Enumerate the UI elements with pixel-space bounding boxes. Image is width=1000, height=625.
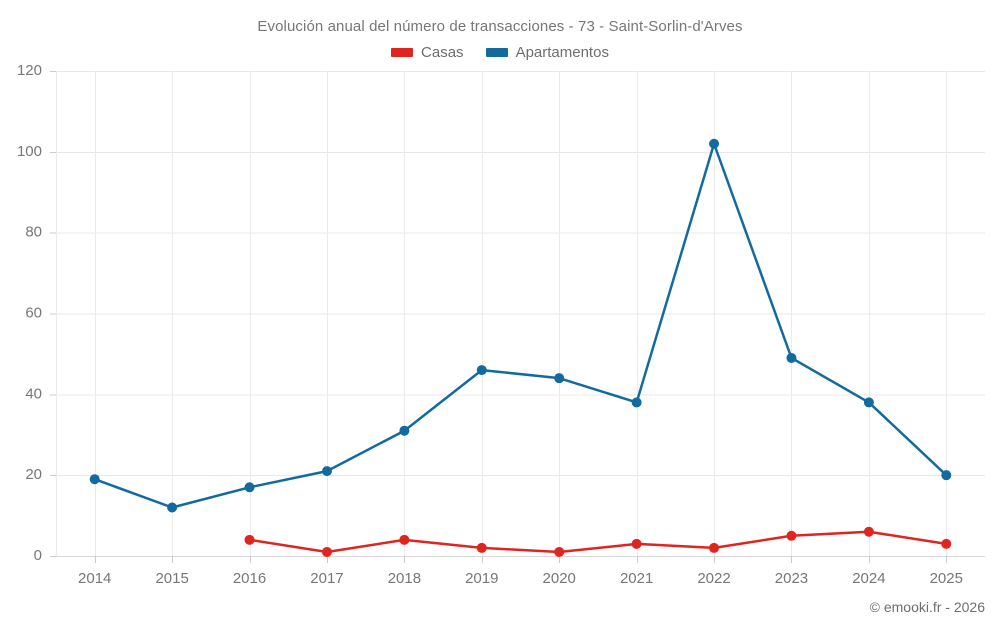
- legend-swatch-casas: [391, 48, 414, 57]
- y-axis-tick-label: 40: [25, 385, 42, 402]
- x-axis-tick-label: 2014: [78, 570, 111, 587]
- data-point-apartamentos[interactable]: [631, 397, 642, 408]
- data-point-casas[interactable]: [941, 538, 952, 549]
- data-point-casas[interactable]: [476, 542, 487, 553]
- data-point-apartamentos[interactable]: [709, 138, 720, 149]
- x-axis-tick-label: 2024: [852, 570, 885, 587]
- y-axis-tick-label: 0: [34, 547, 42, 564]
- data-point-casas[interactable]: [399, 534, 410, 545]
- legend-item-casas[interactable]: Casas: [391, 44, 464, 61]
- data-point-casas[interactable]: [244, 534, 255, 545]
- chart-legend: Casas Apartamentos: [0, 44, 1000, 61]
- x-axis-tick-label: 2018: [388, 570, 421, 587]
- x-axis-tick-label: 2016: [233, 570, 266, 587]
- y-axis-tick-label: 60: [25, 304, 42, 321]
- data-point-apartamentos[interactable]: [167, 502, 178, 513]
- data-point-apartamentos[interactable]: [476, 365, 487, 376]
- legend-item-apartamentos[interactable]: Apartamentos: [485, 44, 609, 61]
- legend-label-apartamentos: Apartamentos: [515, 44, 609, 61]
- data-point-casas[interactable]: [863, 526, 874, 537]
- data-point-apartamentos[interactable]: [786, 352, 797, 363]
- data-point-casas[interactable]: [786, 530, 797, 541]
- y-axis-tick-label: 80: [25, 224, 42, 241]
- x-axis-tick-label: 2019: [465, 570, 498, 587]
- y-axis-tick-label: 20: [25, 466, 42, 483]
- y-axis-tick-label: 100: [17, 143, 42, 160]
- data-point-casas[interactable]: [554, 546, 565, 557]
- chart-title: Evolución anual del número de transaccio…: [257, 18, 743, 35]
- x-axis-tick-label: 2022: [697, 570, 730, 587]
- x-axis-tick-label: 2020: [543, 570, 576, 587]
- legend-label-casas: Casas: [421, 44, 464, 61]
- data-point-apartamentos[interactable]: [399, 425, 410, 436]
- x-axis-tick-label: 2015: [155, 570, 188, 587]
- x-axis-tick-label: 2023: [775, 570, 808, 587]
- x-axis-tick-label: 2017: [310, 570, 343, 587]
- data-point-apartamentos[interactable]: [89, 474, 100, 485]
- data-point-casas[interactable]: [321, 546, 332, 557]
- series-line-apartamentos: [93, 142, 948, 509]
- data-point-casas[interactable]: [631, 538, 642, 549]
- series-line-casas: [248, 530, 948, 554]
- data-point-apartamentos[interactable]: [863, 397, 874, 408]
- y-axis-tick-label: 120: [17, 62, 42, 79]
- data-point-apartamentos[interactable]: [941, 470, 952, 481]
- data-point-casas[interactable]: [709, 542, 720, 553]
- x-axis-tick-label: 2025: [930, 570, 963, 587]
- footer-copyright: © emooki.fr - 2026: [869, 599, 985, 615]
- x-axis-tick-label: 2021: [620, 570, 653, 587]
- data-point-apartamentos[interactable]: [244, 482, 255, 493]
- data-point-apartamentos[interactable]: [554, 373, 565, 384]
- data-point-apartamentos[interactable]: [321, 466, 332, 477]
- legend-swatch-apartamentos: [485, 48, 508, 57]
